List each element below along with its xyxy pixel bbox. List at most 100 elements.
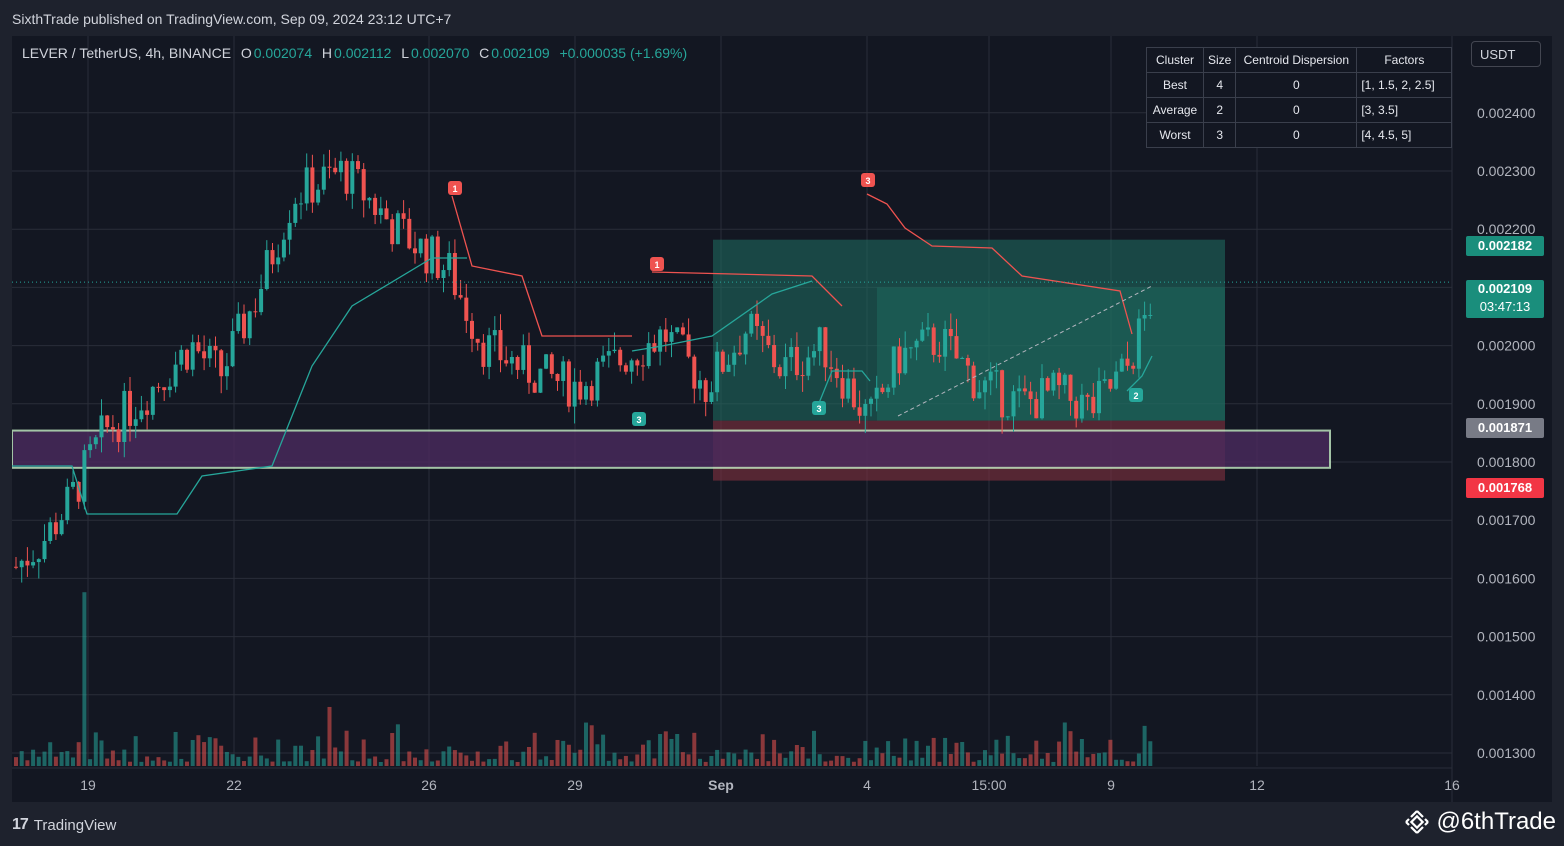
volume-bar [316,736,321,766]
candle-body [760,325,765,336]
candle-body [1125,358,1130,366]
candle-body [772,345,777,368]
price-axis-label: 0.002300 [1477,163,1536,179]
candle-body [549,354,554,374]
candle-body [680,327,685,335]
volume-bar [869,760,873,766]
volume-bar [703,761,708,766]
volume-bar [789,751,794,766]
candle-body [367,197,372,201]
volume-bar [1022,758,1027,766]
volume-bar [407,751,412,766]
candle-body [139,410,144,420]
candle-body [578,381,583,400]
volume-bar [99,740,104,766]
volume-bar [732,753,737,766]
candle-body [1017,388,1022,392]
candle-body [960,357,965,359]
volume-bar [401,761,406,766]
volume-bar [338,751,343,766]
candle-body [1119,358,1124,372]
candle-body [464,297,469,321]
volume-bar [196,735,201,766]
volume-bar [874,747,879,766]
top-bar: SixthTrade published on TradingView.com,… [0,0,1564,36]
volume-bar [145,756,150,766]
row-best-dispersion: 0 [1235,72,1358,98]
volume-bar [1005,735,1010,766]
volume-bar [606,760,611,766]
volume-bar [395,724,400,766]
candle-body [413,248,417,254]
volume-bar [566,744,571,766]
row-worst-dispersion: 0 [1235,122,1358,148]
candle-body [635,360,640,366]
candle-body [19,560,24,568]
time-axis-label: 29 [567,777,583,793]
volume-bar [698,758,702,766]
volume-bar [658,734,663,766]
volume-bar [800,747,805,766]
volume-bar [424,749,429,766]
candle-body [1062,374,1067,386]
candle-body [110,427,115,430]
candle-body [509,356,514,364]
candle-body [555,373,560,381]
candle-body [937,354,942,357]
row-worst-cluster: Worst [1146,122,1204,148]
volume-bar [509,760,514,766]
volume-bar [42,751,47,766]
candle-body [1011,391,1016,417]
currency-button[interactable]: USDT [1471,41,1541,67]
volume-bar [219,745,224,766]
candle-body [880,387,885,393]
price-axis-label: 0.001600 [1477,570,1536,586]
volume-bar [635,754,640,766]
signal-label: 3 [865,176,870,186]
trailing-stop-bull-line [816,370,871,409]
candle-body [361,169,366,201]
candle-body [196,342,201,352]
candle-body [800,375,805,377]
candle-body [1040,378,1044,419]
target-zone-inner [877,287,1225,421]
volume-bar [321,758,326,766]
volume-bar [1034,740,1039,766]
price-chart[interactable]: 0.0024000.0023000.0022000.0021000.002000… [12,36,1552,802]
candle-body [401,213,406,219]
volume-bar [202,742,207,766]
tradingview-logo[interactable]: 17 TradingView [12,816,116,834]
candle-body [213,345,218,351]
volume-bar [897,757,902,766]
close-value: 0.002109 [491,45,550,61]
candle-body [715,351,720,393]
candle-body [732,352,737,365]
volume-bar [840,756,845,766]
chart-area[interactable]: 0.0024000.0023000.0022000.0021000.002000… [12,36,1552,802]
volume-bar [133,736,138,766]
candle-body [150,386,155,415]
volume-bar [281,761,286,766]
candle-body [93,437,98,445]
volume-bar [601,734,606,766]
candle-body [430,236,435,274]
volume-bar [452,750,457,766]
candle-body [1057,372,1062,386]
candle-body [487,335,492,367]
candle-body [185,349,189,370]
volume-bar [692,732,697,766]
candle-body [527,345,531,383]
candle-body [14,566,18,568]
candle-body [276,257,281,265]
candle-body [338,160,343,173]
candle-body [447,253,452,271]
volume-bar [521,751,526,766]
time-axis-label: 26 [421,777,437,793]
candle-body [851,378,856,408]
volume-bar [1108,739,1113,766]
volume-bar [1097,753,1101,766]
volume-bar [834,755,839,766]
low-label: L [401,45,409,61]
candle-body [983,380,987,393]
volume-bar [914,740,919,766]
